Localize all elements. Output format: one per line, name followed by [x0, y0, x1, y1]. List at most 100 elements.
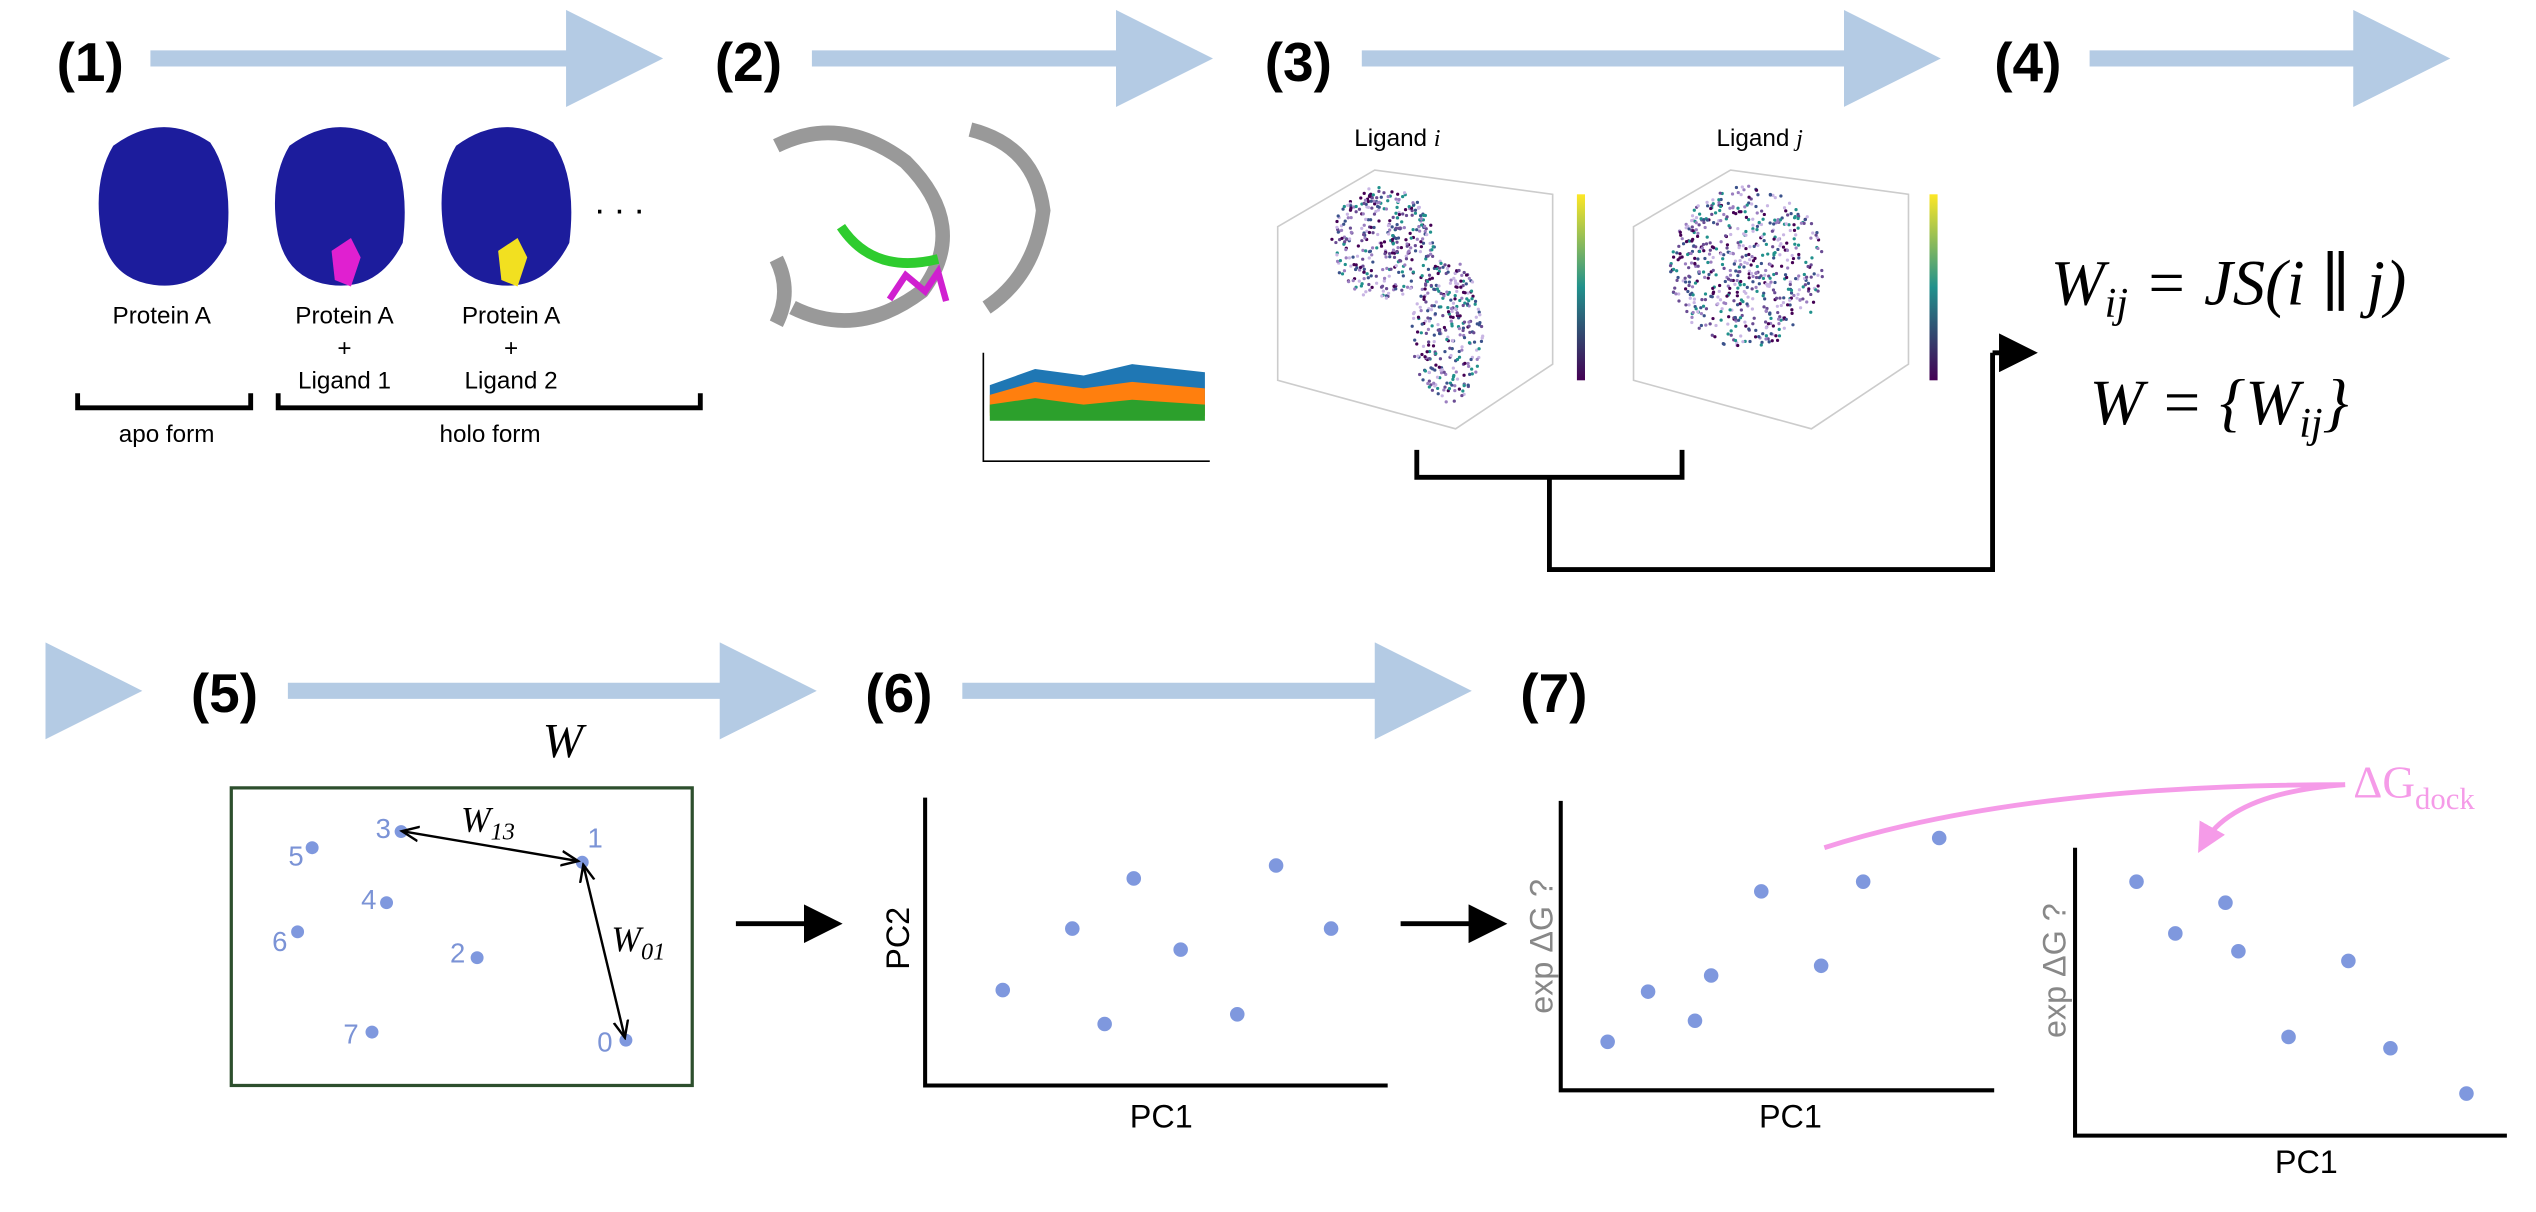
- density-dot: [1747, 272, 1751, 276]
- ligand-text: Ligand: [1717, 125, 1797, 152]
- density-dot: [1392, 284, 1396, 288]
- density-dot: [1429, 252, 1433, 256]
- density-dot: [1696, 264, 1700, 268]
- density-dot: [1790, 311, 1794, 315]
- density-dot: [1336, 214, 1340, 218]
- density-dot: [1705, 218, 1710, 222]
- density-dot: [1352, 263, 1356, 267]
- density-dot: [1747, 195, 1751, 199]
- density-dot: [1711, 291, 1715, 296]
- density-dot: [1790, 253, 1794, 258]
- density-dot: [1377, 219, 1381, 223]
- density-dot: [1777, 334, 1782, 338]
- density-dot: [1732, 262, 1736, 266]
- density-dot: [1791, 323, 1795, 327]
- density-dot: [1342, 222, 1346, 226]
- step-label: (5): [191, 662, 258, 724]
- density-dot: [1449, 307, 1454, 311]
- density-dot: [1711, 255, 1715, 260]
- density-dot: [1427, 370, 1431, 374]
- density-dot: [1455, 357, 1460, 362]
- density-dot: [1432, 381, 1436, 385]
- density-dot: [1754, 285, 1758, 290]
- density-dot: [1362, 270, 1366, 274]
- density-dot: [1474, 315, 1478, 319]
- density-dot: [1751, 223, 1755, 227]
- density-dot: [1782, 296, 1786, 300]
- density-dot: [1751, 274, 1755, 279]
- density-dot: [1342, 204, 1346, 209]
- density-dot: [1685, 309, 1689, 314]
- density-dot: [1738, 270, 1742, 274]
- density-dot: [1797, 288, 1802, 292]
- density-dot: [1395, 222, 1399, 227]
- density-dot: [1797, 252, 1801, 257]
- density-dot: [1806, 289, 1811, 293]
- density-dot: [1450, 346, 1454, 351]
- density-dot: [1757, 335, 1761, 339]
- density-dot: [1394, 211, 1398, 215]
- density-dot: [1711, 316, 1715, 321]
- density-dot: [1763, 297, 1767, 301]
- node-dot: [380, 896, 394, 910]
- density-dot: [1470, 280, 1475, 284]
- density-dot: [1690, 219, 1694, 223]
- density-dot: [1367, 282, 1371, 287]
- density-dot: [1726, 201, 1730, 205]
- density-dot: [1789, 291, 1794, 295]
- group-label: apo form: [119, 421, 215, 448]
- density-dot: [1751, 217, 1755, 221]
- brackets: [75, 393, 703, 411]
- density-dot: [1460, 393, 1464, 398]
- node-label: 2: [450, 938, 465, 969]
- density-dot: [1403, 207, 1408, 212]
- density-dot: [1474, 370, 1478, 374]
- density-dot: [1768, 192, 1772, 197]
- density-dot: [1457, 349, 1461, 354]
- density-dot: [1448, 281, 1453, 285]
- density-dot: [1458, 298, 1462, 303]
- density-dot: [1349, 230, 1353, 235]
- density-dot: [1752, 244, 1756, 248]
- density-dot: [1436, 322, 1440, 327]
- eq-part: = JS(i ∥ j): [2128, 246, 2406, 318]
- density-dot: [1751, 227, 1755, 231]
- density-dot: [1690, 225, 1694, 229]
- density-dot: [1423, 287, 1427, 291]
- density-dot: [1671, 267, 1676, 271]
- density-dot: [1364, 249, 1368, 253]
- density-dot: [1707, 272, 1711, 277]
- density-dot: [1816, 284, 1820, 288]
- density-dot: [1343, 240, 1347, 244]
- density-dot: [1785, 241, 1789, 245]
- density-dot: [1677, 292, 1681, 296]
- density-dot: [1401, 274, 1405, 278]
- density-dot: [1743, 260, 1747, 264]
- density-dot: [1733, 315, 1737, 320]
- density-dot: [1718, 191, 1722, 195]
- density-dot: [1671, 250, 1675, 254]
- density-dot: [1361, 264, 1365, 268]
- density-dot: [1713, 211, 1718, 215]
- density-dot: [1412, 354, 1417, 359]
- density-dot: [1375, 201, 1380, 205]
- density-dot: [1396, 245, 1400, 250]
- density-dot: [1415, 228, 1419, 232]
- density-dot: [1344, 248, 1348, 252]
- density-dot: [1804, 260, 1808, 264]
- density-dot: [1369, 269, 1374, 273]
- density-dot: [1437, 284, 1441, 288]
- graph-nodes: 0 1 2 3 4 5 6 7: [272, 813, 633, 1058]
- density-dot: [1462, 373, 1466, 377]
- density-dot: [1730, 192, 1735, 196]
- density-dot: [1755, 228, 1759, 232]
- density-dot: [1376, 208, 1381, 212]
- density-dot: [1449, 278, 1453, 282]
- density-dot: [1793, 242, 1797, 246]
- density-dot: [1391, 215, 1395, 220]
- density-dot: [1690, 315, 1694, 319]
- density-dot: [1693, 261, 1697, 266]
- density-dot: [1455, 289, 1459, 293]
- density-dot: [1387, 291, 1391, 295]
- density-dot: [1475, 364, 1479, 368]
